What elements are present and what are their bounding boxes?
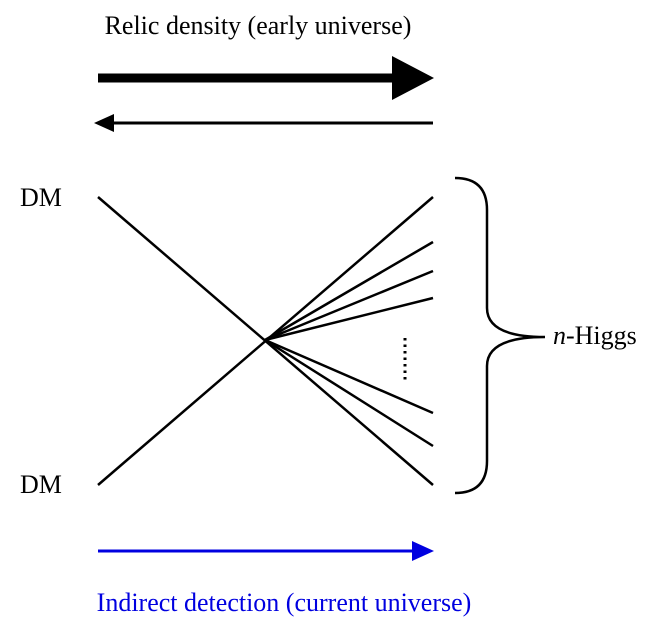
line bbox=[264, 296, 434, 342]
line bbox=[264, 338, 434, 415]
line bbox=[264, 269, 434, 342]
line bbox=[264, 240, 434, 342]
dm-label: DM bbox=[20, 470, 62, 499]
thin-arrow-head bbox=[94, 114, 114, 132]
thick-arrow-head bbox=[392, 56, 434, 100]
higgs-rest: -Higgs bbox=[566, 321, 637, 350]
title: Relic density (early universe) bbox=[105, 11, 412, 40]
brace bbox=[454, 176, 546, 495]
line bbox=[264, 338, 434, 448]
higgs-n: n bbox=[553, 321, 566, 350]
blue-arrow-head bbox=[412, 541, 434, 561]
higgs-label: n-Higgs bbox=[553, 321, 637, 350]
dm-label: DM bbox=[20, 183, 62, 212]
vertex-lines bbox=[97, 196, 434, 486]
footer: Indirect detection (current universe) bbox=[97, 588, 472, 617]
